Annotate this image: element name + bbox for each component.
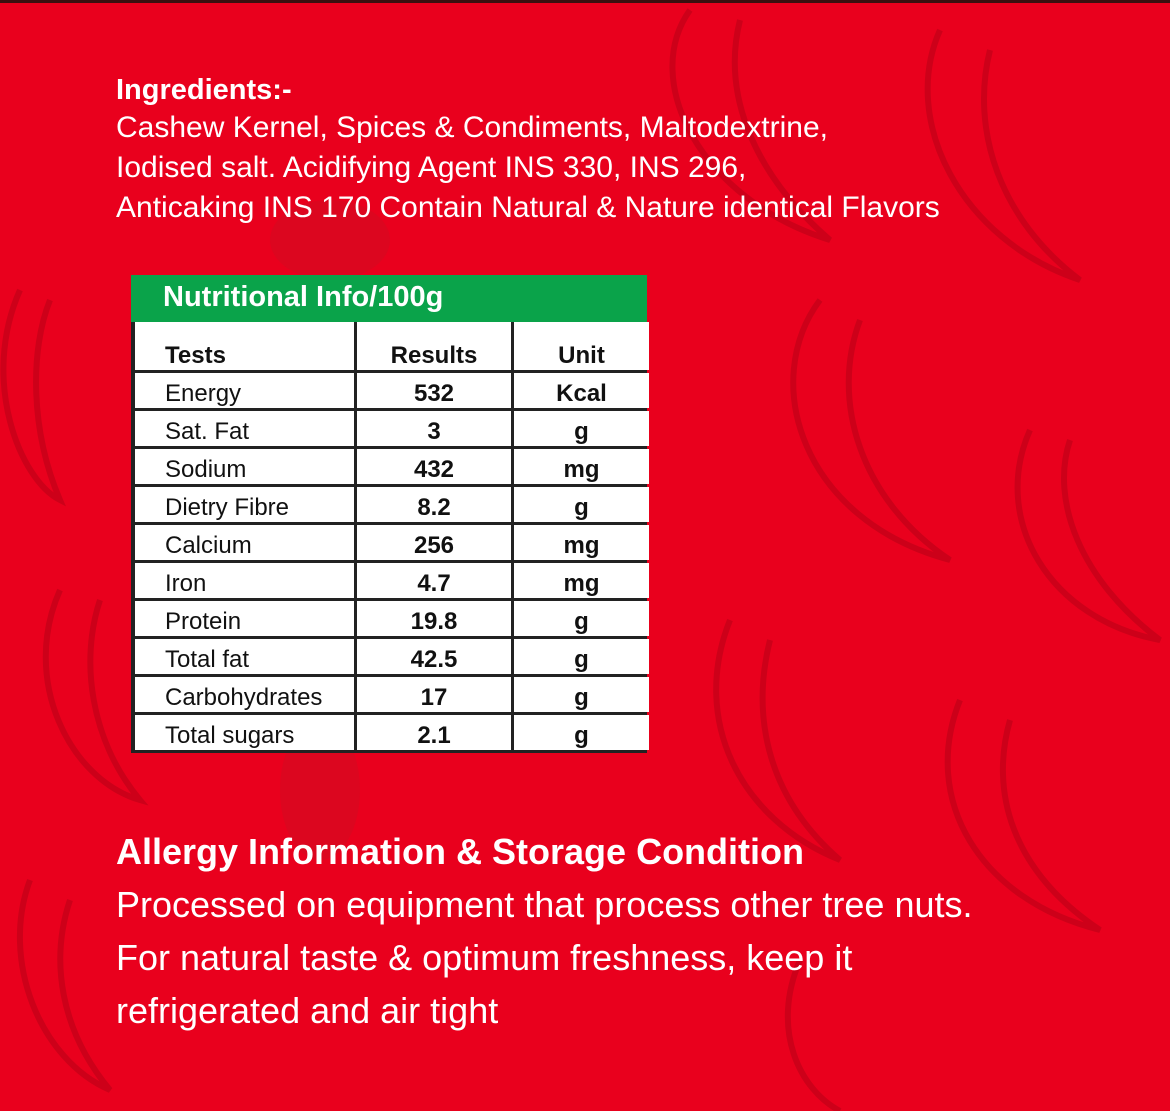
- test-name-cell: Total sugars: [135, 715, 354, 750]
- result-value-cell: 19.8: [357, 601, 511, 636]
- unit-cell: g: [514, 639, 649, 674]
- result-value-cell: 3: [357, 411, 511, 446]
- test-name-cell: Total fat: [135, 639, 354, 674]
- ingredients-line: Iodised salt. Acidifying Agent INS 330, …: [116, 151, 747, 184]
- nutrition-table-title: Nutritional Info/100g: [163, 281, 444, 313]
- ingredients-heading: Ingredients:-: [116, 74, 292, 106]
- unit-cell: g: [514, 601, 649, 636]
- unit-cell: mg: [514, 525, 649, 560]
- ingredients-line: Anticaking INS 170 Contain Natural & Nat…: [116, 191, 940, 224]
- result-value-cell: 8.2: [357, 487, 511, 522]
- result-value-cell: 532: [357, 373, 511, 408]
- test-name-cell: Iron: [135, 563, 354, 598]
- unit-cell: g: [514, 411, 649, 446]
- test-name-cell: Calcium: [135, 525, 354, 560]
- test-name-cell: Energy: [135, 373, 354, 408]
- result-value-cell: 2.1: [357, 715, 511, 750]
- allergy-line: refrigerated and air tight: [116, 990, 499, 1031]
- unit-cell: mg: [514, 563, 649, 598]
- chili-icon: [790, 298, 952, 563]
- unit-cell: mg: [514, 449, 649, 484]
- ingredients-line: Cashew Kernel, Spices & Condiments, Malt…: [116, 111, 829, 144]
- unit-cell: g: [514, 715, 649, 750]
- top-border: [0, 0, 1170, 3]
- chili-icon: [784, 958, 842, 1111]
- flower-decoration: [270, 200, 390, 280]
- result-value-cell: 432: [357, 449, 511, 484]
- chili-icon: [713, 618, 842, 863]
- test-name-cell: Protein: [135, 601, 354, 636]
- test-name-cell: Sodium: [135, 449, 354, 484]
- allergy-line: Processed on equipment that process othe…: [116, 884, 973, 925]
- chili-icon: [16, 878, 113, 1093]
- unit-cell: g: [514, 487, 649, 522]
- flower-decoration: [280, 720, 360, 860]
- test-name-cell: Carbohydrates: [135, 677, 354, 712]
- chili-icon: [1014, 428, 1162, 643]
- ingredients-section: Ingredients:- Cashew Kernel, Spices & Co…: [116, 72, 940, 228]
- column-header-results: Results: [357, 322, 511, 370]
- unit-cell: Kcal: [514, 373, 649, 408]
- chili-icon: [944, 698, 1102, 933]
- allergy-section: Allergy Information & Storage Condition …: [116, 830, 973, 1037]
- allergy-heading: Allergy Information & Storage Condition: [116, 831, 805, 872]
- result-value-cell: 17: [357, 677, 511, 712]
- chili-icon: [0, 288, 66, 507]
- nutrition-table: Nutritional Info/100g Tests Results Unit…: [131, 275, 649, 753]
- test-name-cell: Dietry Fibre: [135, 487, 354, 522]
- chili-icon: [669, 8, 832, 243]
- column-header-unit: Unit: [514, 322, 649, 370]
- chili-icon: [42, 588, 149, 806]
- test-name-cell: Sat. Fat: [135, 411, 354, 446]
- allergy-line: For natural taste & optimum freshness, k…: [116, 937, 853, 978]
- result-value-cell: 42.5: [357, 639, 511, 674]
- unit-cell: g: [514, 677, 649, 712]
- column-header-tests: Tests: [135, 322, 354, 370]
- result-value-cell: 4.7: [357, 563, 511, 598]
- nutrition-grid: Tests Results Unit Energy 532 Kcal Sat. Fat…: [135, 322, 649, 750]
- chili-icon: [924, 28, 1082, 283]
- result-value-cell: 256: [357, 525, 511, 560]
- nutrition-table-title-bar: Nutritional Info/100g: [131, 275, 647, 322]
